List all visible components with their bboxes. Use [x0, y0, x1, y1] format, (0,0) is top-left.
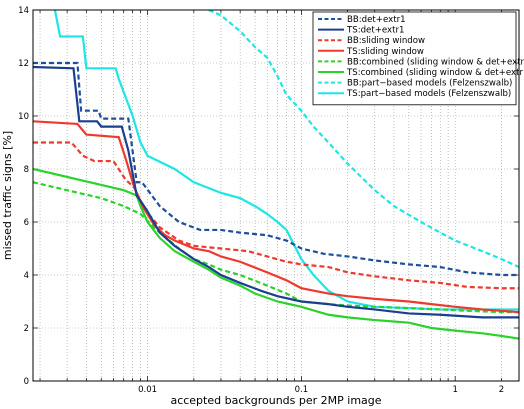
plot-frame [32, 9, 520, 382]
y-tick-label: 0 [24, 377, 29, 387]
series-line-2 [33, 65, 519, 319]
y-tick-label: 12 [18, 59, 29, 69]
legend-label: BB:det+extr1 [347, 15, 406, 25]
series-line-1 [33, 61, 519, 277]
x-tick-label: 2 [499, 385, 504, 395]
y-tick-label: 4 [24, 271, 29, 281]
series-line-4 [33, 120, 519, 314]
series-line-7 [208, 10, 519, 269]
legend-label: TS:sliding window [346, 47, 424, 57]
y-tick-label: 8 [24, 165, 29, 175]
y-tick-label: 14 [18, 6, 29, 16]
series [33, 10, 519, 340]
x-tick-label: 1 [452, 385, 457, 395]
legend-label: TS:combined (sliding window & det+extr1) [346, 68, 524, 78]
y-tick-label: 10 [18, 112, 29, 122]
y-tick-label: 6 [24, 218, 29, 228]
x-tick-label: 0.01 [138, 385, 157, 395]
legend-label: TS:part−based models (Felzenszwalb) [346, 89, 511, 99]
legend-label: TS:det+extr1 [346, 26, 405, 36]
legend-label: BB:sliding window [347, 36, 425, 46]
legend-label: BB:combined (sliding window & det+extr1) [347, 57, 524, 67]
legend-box [312, 11, 517, 106]
y-tick-label: 2 [24, 324, 29, 334]
x-tick-label: 0.1 [295, 385, 309, 395]
x-axis-title: accepted backgrounds per 2MP image [170, 394, 381, 407]
y-axis-title: missed traffic signs [%] [1, 131, 14, 260]
series-line-3 [33, 141, 519, 290]
legend-label: BB:part−based models (Felzenszwalb) [347, 79, 512, 89]
